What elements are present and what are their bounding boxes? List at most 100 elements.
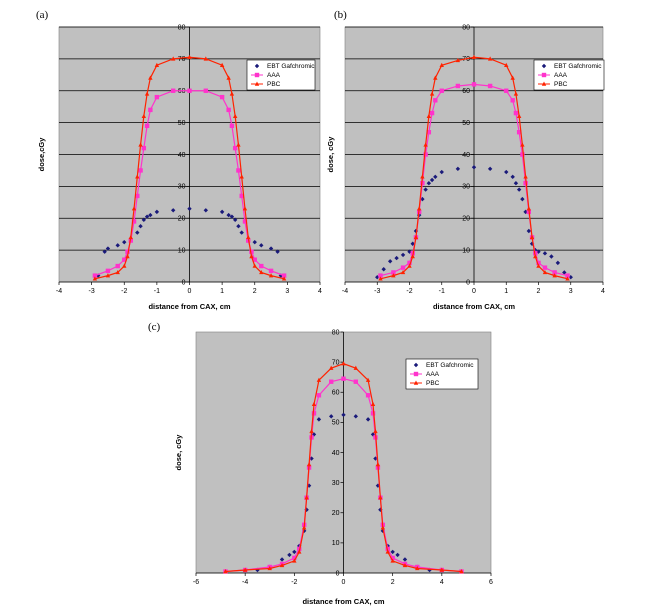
data-point	[292, 558, 297, 563]
data-point	[306, 462, 312, 467]
data-point	[385, 549, 390, 554]
data-point	[471, 54, 477, 59]
data-point	[92, 273, 98, 278]
data-point	[395, 552, 400, 558]
y-tick-label: 20	[178, 216, 186, 223]
data-point	[236, 142, 241, 147]
data-point	[400, 252, 406, 258]
data-point	[311, 401, 317, 406]
x-tick-label: 0	[188, 288, 192, 295]
y-tick-label: 20	[332, 510, 340, 517]
y-axis-title: dose, cGy	[326, 136, 335, 173]
data-point	[542, 265, 548, 270]
data-point	[385, 546, 390, 552]
data-point	[311, 411, 317, 416]
data-point	[154, 94, 160, 100]
data-point	[141, 145, 147, 151]
data-point	[552, 273, 557, 278]
data-point	[226, 75, 231, 80]
data-point	[148, 75, 153, 80]
x-tick-label: 2	[537, 288, 541, 295]
x-tick-label: 4	[318, 288, 322, 295]
data-point	[203, 88, 209, 93]
legend-marker	[254, 63, 260, 69]
y-tick-label: 30	[178, 184, 186, 191]
data-point	[154, 62, 160, 67]
data-point	[252, 239, 257, 245]
data-point	[542, 251, 548, 256]
data-point	[562, 270, 567, 275]
data-point	[236, 168, 241, 173]
data-point	[122, 257, 127, 262]
data-point	[513, 180, 519, 186]
y-tick-label: 50	[178, 120, 186, 127]
x-tick-label: -2	[121, 288, 127, 295]
y-axis-title: dose,cGy	[37, 137, 46, 172]
x-tick-label: -1	[439, 288, 445, 295]
data-point	[297, 543, 302, 549]
data-point	[529, 234, 535, 240]
data-point	[187, 88, 192, 93]
data-point	[526, 228, 532, 234]
data-point	[122, 239, 127, 245]
data-point	[105, 246, 111, 251]
data-point	[529, 241, 535, 246]
data-point	[533, 254, 538, 259]
data-point	[131, 206, 137, 211]
data-point	[131, 219, 137, 224]
data-point	[329, 365, 334, 370]
series-pbc	[92, 54, 287, 281]
x-axis-title: distance from CAX, cm	[148, 302, 230, 311]
data-point	[287, 552, 292, 558]
data-point	[242, 219, 248, 224]
data-point	[533, 247, 538, 253]
data-point	[301, 525, 307, 530]
data-point	[268, 273, 274, 278]
data-point	[370, 401, 376, 406]
data-point	[439, 62, 444, 67]
data-point	[420, 180, 425, 186]
x-axis-title: distance from CAX, cm	[433, 302, 515, 311]
legend-marker	[413, 371, 419, 377]
data-point	[203, 56, 209, 61]
x-tick-label: 1	[504, 288, 508, 295]
data-point	[259, 269, 264, 275]
y-tick-label: 40	[332, 450, 340, 457]
legend-label: AAA	[426, 371, 440, 378]
data-point	[239, 230, 244, 235]
data-point	[365, 377, 371, 382]
data-point	[255, 567, 260, 573]
data-point	[439, 88, 444, 93]
data-point	[520, 196, 525, 202]
data-point	[407, 263, 412, 268]
data-point	[267, 565, 272, 571]
data-point	[105, 273, 111, 278]
data-point	[232, 217, 238, 223]
data-point	[459, 568, 464, 574]
legend-label: EBT Gafchromic	[267, 63, 315, 70]
series-pbc	[378, 54, 570, 281]
data-point	[552, 270, 557, 275]
panel-label: (a)	[36, 9, 49, 21]
data-point	[242, 206, 248, 211]
data-point	[516, 113, 522, 118]
data-point	[281, 276, 287, 281]
data-point	[341, 376, 346, 381]
data-point	[135, 174, 140, 179]
data-point	[400, 269, 406, 275]
chart-panel-0: 0 10 20 30 40 50 60 70 80 -4 -3 -2 -1 0 1 2 3 4 (a) distanc…	[36, 9, 322, 311]
data-point	[226, 107, 231, 113]
legend-marker	[413, 380, 419, 385]
data-point	[329, 414, 334, 419]
y-tick-label: 80	[462, 24, 470, 31]
panel-label: (b)	[334, 9, 347, 21]
data-point	[365, 417, 371, 422]
data-point	[102, 249, 107, 254]
data-point	[510, 174, 515, 180]
legend-label: PBC	[554, 81, 568, 88]
data-point	[223, 568, 228, 574]
x-tick-label: -2	[406, 288, 412, 295]
y-tick-label: 40	[462, 152, 470, 159]
data-point	[378, 276, 383, 281]
legend: EBT Gafchromic AAA PBC	[246, 59, 315, 91]
